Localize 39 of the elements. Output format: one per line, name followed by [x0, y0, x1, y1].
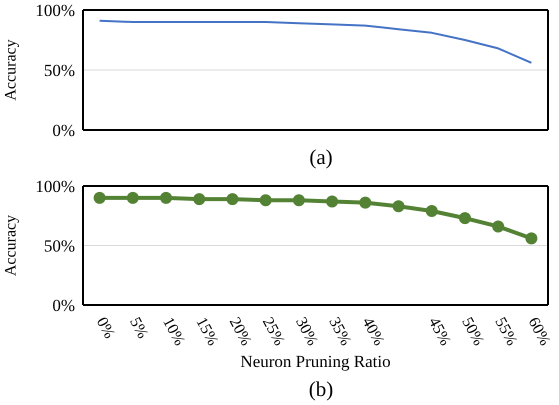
point [126, 192, 139, 204]
x-tick-label: 0% [92, 314, 118, 342]
text: (b) [308, 376, 334, 403]
point [260, 194, 272, 206]
y-tick-label: 50% [44, 236, 75, 256]
y-tick-label: 50% [44, 61, 75, 80]
x-tick-label: 20% [226, 314, 254, 348]
point [326, 195, 338, 208]
x-tick-label: 60% [524, 314, 554, 348]
x-tick-label: 55% [491, 314, 520, 348]
line-series [98, 20, 532, 64]
point [160, 192, 172, 204]
x-tick-label: 50% [458, 314, 487, 348]
point [292, 194, 305, 206]
point [492, 220, 504, 232]
y-tick-label: 0% [52, 296, 75, 316]
point [458, 212, 471, 224]
point [193, 193, 206, 206]
x-tick-label: 10% [159, 314, 188, 348]
x-axis-title: Neuron Pruning Ratio [240, 352, 391, 371]
x-tick-label: 45% [424, 314, 454, 348]
y-axis-title: Accuracy [2, 214, 20, 276]
point [226, 193, 238, 206]
point [359, 196, 372, 209]
x-tick-label: 35% [325, 314, 354, 348]
point [94, 192, 106, 204]
y-tick-label: 0% [52, 121, 75, 140]
x-tick-label: 25% [258, 314, 288, 348]
text: (a) [308, 144, 334, 170]
x-tick-label: 15% [192, 314, 222, 348]
point [426, 204, 438, 217]
y-tick-label: 100% [35, 1, 75, 20]
point [525, 232, 538, 244]
point [392, 200, 405, 212]
x-tick-label: 40% [358, 314, 388, 348]
x-tick-label: 30% [292, 314, 321, 348]
y-axis-title: Accuracy [2, 39, 20, 101]
y-tick-label: 100% [35, 177, 75, 196]
x-tick-label: 5% [126, 314, 152, 342]
